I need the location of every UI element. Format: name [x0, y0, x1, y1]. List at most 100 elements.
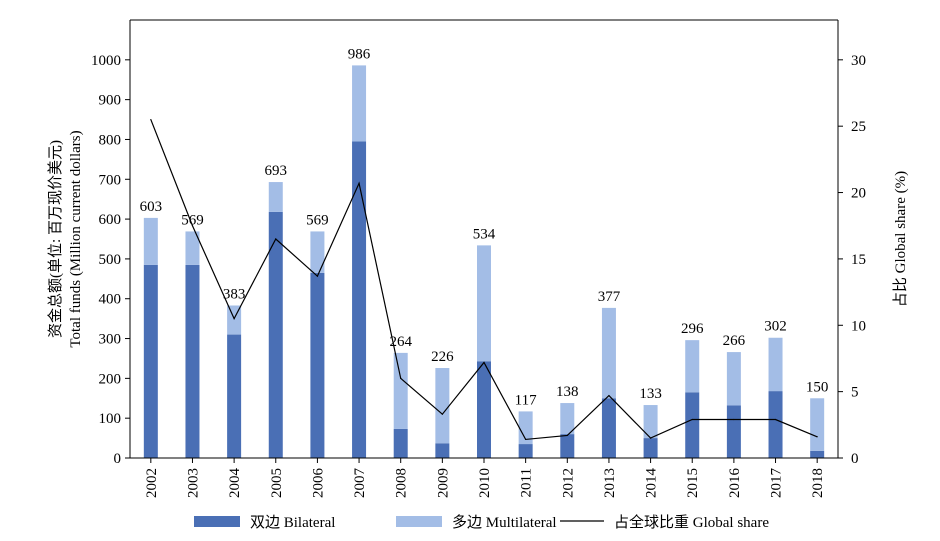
data-label-total-2002: 603 [140, 199, 163, 215]
data-label-total-2016: 266 [723, 333, 746, 349]
y-left-tick-label-700: 700 [99, 172, 122, 188]
y-right-title: 占比 Global share (%) [892, 171, 909, 307]
x-tick-label-2004: 2004 [227, 468, 243, 499]
legend: 双边 Bilateral 多边 Multilateral 占全球比重 Globa… [194, 513, 769, 531]
bar-multilateral-2017 [768, 337, 783, 392]
bar-multilateral-2018 [810, 398, 825, 451]
data-label-total-2018: 150 [806, 379, 829, 395]
y-left-tick-label-400: 400 [99, 292, 122, 308]
share-point-2010 [483, 361, 485, 364]
bar-multilateral-2003 [185, 231, 200, 265]
x-tick-label-2006: 2006 [310, 468, 326, 499]
y-right-tick-label-5: 5 [851, 385, 859, 401]
share-point-2013 [608, 395, 610, 397]
bar-bilateral-2004 [227, 334, 242, 458]
bar-multilateral-2005 [268, 182, 283, 212]
x-tick-label-2017: 2017 [769, 468, 785, 499]
legend-label-share: 占全球比重 Global share [614, 513, 769, 531]
bar-multilateral-2015 [685, 340, 700, 393]
bar-bilateral-2003 [185, 264, 200, 458]
y-left-tick-label-100: 100 [99, 411, 122, 427]
bar-bilateral-2002 [143, 264, 158, 458]
share-point-2008 [400, 377, 402, 379]
bar-multilateral-2011 [518, 411, 533, 445]
legend-swatch-bilateral [194, 516, 240, 527]
bar-bilateral-2017 [768, 391, 783, 458]
y-right-tick-label-30: 30 [851, 53, 866, 69]
y-right-tick-label-15: 15 [851, 252, 866, 268]
y-left-tick-label-600: 600 [99, 212, 122, 228]
bar-multilateral-2012 [560, 403, 575, 435]
bar-multilateral-2007 [352, 65, 367, 142]
data-label-total-2011: 117 [515, 392, 537, 408]
share-point-2018 [816, 436, 818, 438]
data-label-total-2017: 302 [764, 319, 787, 335]
data-label-total-2015: 296 [681, 321, 704, 337]
x-tick-label-2011: 2011 [519, 468, 535, 497]
bar-multilateral-2006 [310, 231, 325, 273]
bar-bilateral-2007 [352, 141, 367, 459]
y-left-tick-label-500: 500 [99, 252, 122, 268]
y-left-tick-label-200: 200 [99, 371, 122, 387]
data-labels: 603 569 383 693 569 986 264 226 534 117 138 377 133 2… [140, 46, 829, 408]
share-line-group [150, 118, 818, 441]
bar-bilateral-2008 [393, 428, 408, 458]
x-tick-label-2013: 2013 [602, 468, 618, 498]
y-right-tick-label-0: 0 [851, 451, 859, 467]
y-left-tick-label-0: 0 [114, 451, 122, 467]
data-label-total-2010: 534 [473, 226, 496, 242]
y-right-tick-label-10: 10 [851, 318, 866, 334]
bar-bilateral-2014 [643, 438, 658, 458]
share-point-2016 [733, 418, 735, 421]
bar-multilateral-2009 [435, 368, 450, 444]
x-tick-label-2010: 2010 [477, 468, 493, 498]
y-right-tick-label-20: 20 [851, 186, 866, 202]
bar-bilateral-2010 [477, 361, 491, 458]
data-label-total-2007: 986 [348, 46, 371, 62]
data-label-total-2006: 569 [306, 212, 329, 228]
y-left-ticks: 0 100 200 300 400 500 600 700 800 900 1000 [91, 53, 130, 467]
x-ticks: 2002 2003 2004 2005 2006 2007 2008 2009 2010 2011… [144, 458, 826, 498]
legend-swatch-multilateral [396, 516, 442, 527]
data-label-total-2004: 383 [223, 286, 246, 302]
x-tick-label-2018: 2018 [810, 468, 826, 498]
data-label-total-2013: 377 [598, 289, 621, 305]
x-tick-label-2014: 2014 [644, 468, 660, 499]
y-right-ticks: 0 5 10 15 20 25 30 [838, 53, 866, 467]
bar-bilateral-2005 [268, 211, 283, 458]
bar-bilateral-2016 [726, 405, 741, 458]
y-left-tick-label-900: 900 [99, 93, 122, 109]
data-label-total-2009: 226 [431, 349, 454, 365]
x-tick-label-2003: 2003 [185, 468, 201, 498]
share-point-2012 [566, 434, 568, 437]
data-label-total-2012: 138 [556, 384, 579, 400]
bar-bilateral-2012 [560, 434, 575, 458]
share-point-2014 [649, 437, 652, 439]
data-label-total-2014: 133 [639, 386, 662, 402]
bar-multilateral-2008 [393, 352, 408, 429]
y-left-tick-label-300: 300 [99, 332, 122, 348]
bar-bilateral-2013 [601, 398, 616, 458]
legend-label-multilateral: 多边 Multilateral [452, 514, 557, 531]
bar-multilateral-2016 [726, 352, 741, 406]
x-tick-label-2016: 2016 [727, 468, 743, 499]
share-point-2004 [233, 318, 235, 320]
share-point-2007 [358, 182, 360, 184]
y-left-title-cn: 资金总额(单位: 百万现价美元) [47, 140, 64, 338]
share-point-2002 [150, 118, 152, 121]
bar-multilateral-2013 [601, 307, 616, 399]
bar-multilateral-2014 [643, 405, 658, 439]
data-label-total-2003: 569 [181, 212, 204, 228]
share-point-2015 [691, 418, 693, 421]
share-point-2005 [275, 238, 277, 240]
legend-label-bilateral: 双边 Bilateral [250, 514, 335, 531]
y-left-tick-label-800: 800 [99, 132, 122, 148]
x-tick-label-2007: 2007 [352, 468, 368, 499]
bar-bilateral-2018 [810, 450, 825, 458]
y-right-tick-label-25: 25 [851, 119, 866, 135]
bar-bilateral-2015 [685, 392, 700, 458]
x-tick-label-2005: 2005 [269, 468, 285, 498]
x-tick-label-2008: 2008 [394, 468, 410, 498]
x-tick-label-2009: 2009 [435, 468, 451, 498]
